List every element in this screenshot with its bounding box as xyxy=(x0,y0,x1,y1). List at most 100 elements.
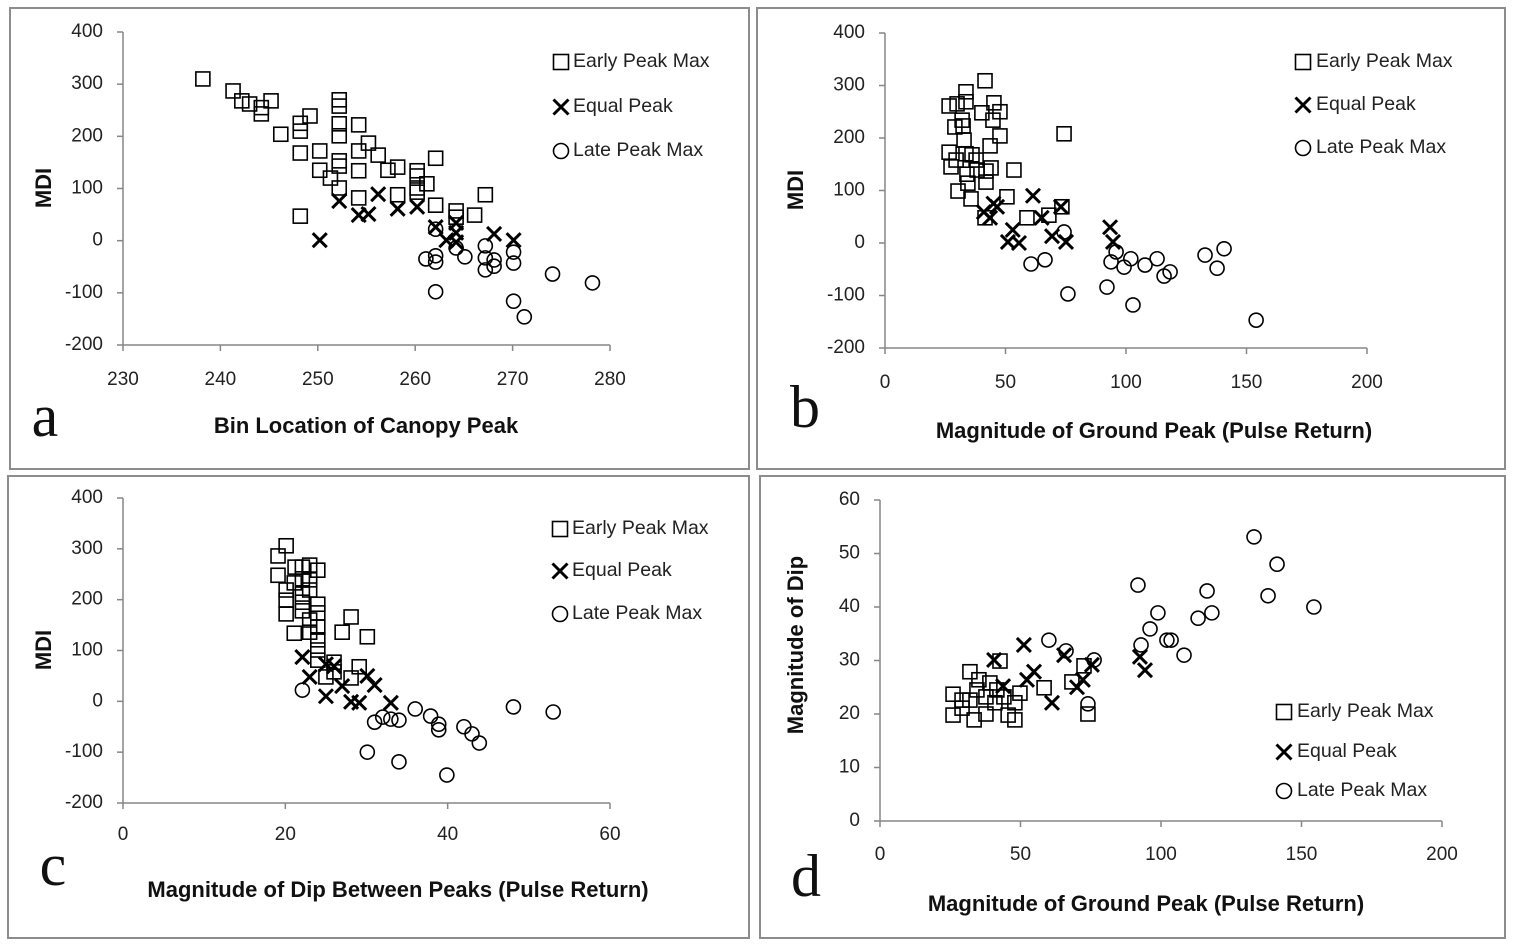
legend: Early Peak Max Equal Peak Late Peak Max xyxy=(1275,700,1434,801)
y-tick-label: 300 xyxy=(71,538,103,559)
y-tick-label: 10 xyxy=(839,757,860,778)
point-early-peak-max xyxy=(309,562,326,578)
point-early-peak-max xyxy=(419,176,435,192)
series-late-peak-max xyxy=(1041,529,1322,712)
point-equal-peak xyxy=(1102,219,1119,236)
y-tick-label: 30 xyxy=(839,650,860,671)
y-tick-label: 20 xyxy=(839,703,860,724)
point-late-peak-max xyxy=(366,714,383,730)
x-axis-title: Magnitude of Ground Peak (Pulse Return) xyxy=(928,891,1364,916)
x-tick-label: 200 xyxy=(1351,372,1383,393)
point-early-peak-max xyxy=(958,84,974,100)
point-late-peak-max xyxy=(1041,632,1057,648)
point-late-peak-max xyxy=(486,258,502,275)
point-early-peak-max xyxy=(360,135,377,151)
point-early-peak-max xyxy=(351,658,367,675)
point-early-peak-max xyxy=(978,706,994,722)
point-late-peak-max xyxy=(407,701,424,717)
point-early-peak-max xyxy=(389,159,406,175)
point-late-peak-max xyxy=(1176,647,1192,663)
point-early-peak-max xyxy=(971,671,987,688)
point-late-peak-max xyxy=(359,744,376,760)
legend-marker-late-peak-max xyxy=(1294,139,1312,157)
panel-border xyxy=(756,7,1506,470)
point-late-peak-max xyxy=(1162,264,1178,280)
point-late-peak-max xyxy=(486,252,502,268)
point-early-peak-max xyxy=(343,609,359,625)
panel-letter: c xyxy=(40,832,67,898)
point-early-peak-max xyxy=(309,619,326,635)
panel-border xyxy=(9,7,750,470)
y-tick-label: 300 xyxy=(71,73,103,94)
legend-label-late-peak-max: Late Peak Max xyxy=(572,602,702,624)
series-late-peak-max xyxy=(294,682,561,783)
point-equal-peak xyxy=(1004,221,1021,238)
point-early-peak-max xyxy=(309,596,326,613)
point-early-peak-max xyxy=(309,652,326,668)
point-late-peak-max xyxy=(505,255,522,271)
legend-label-equal-peak: Equal Peak xyxy=(573,95,673,117)
legend: Early Peak Max Equal Peak Late Peak Max xyxy=(552,50,710,161)
point-late-peak-max xyxy=(374,709,391,725)
y-tick-label: -200 xyxy=(65,334,103,355)
y-tick-label: 200 xyxy=(833,127,865,148)
x-tick-label: 270 xyxy=(497,369,529,390)
point-equal-peak xyxy=(325,658,343,675)
y-tick-label: 400 xyxy=(71,487,103,508)
point-equal-peak xyxy=(986,651,1003,669)
x-tick-label: 50 xyxy=(1010,844,1031,865)
point-early-peak-max xyxy=(241,96,258,112)
point-late-peak-max xyxy=(294,682,311,698)
point-equal-peak xyxy=(448,214,465,231)
x-tick-label: 60 xyxy=(599,824,620,845)
point-early-peak-max xyxy=(996,689,1012,705)
point-equal-peak xyxy=(1057,233,1075,251)
series-equal-peak xyxy=(311,186,522,251)
point-late-peak-max xyxy=(427,247,444,264)
point-equal-peak xyxy=(351,694,368,711)
point-early-peak-max xyxy=(270,567,286,584)
y-tick-label: 400 xyxy=(833,22,865,43)
x-tick-label: 0 xyxy=(880,372,891,393)
point-late-peak-max xyxy=(477,250,494,266)
point-early-peak-max xyxy=(302,108,318,124)
point-equal-peak xyxy=(317,688,334,705)
point-late-peak-max xyxy=(457,249,473,265)
point-early-peak-max xyxy=(1019,210,1035,226)
point-late-peak-max xyxy=(391,754,407,770)
point-late-peak-max xyxy=(477,238,494,254)
point-early-peak-max xyxy=(359,628,376,645)
point-equal-peak xyxy=(1033,209,1050,226)
point-early-peak-max xyxy=(966,712,982,728)
point-late-peak-max xyxy=(1058,643,1074,659)
point-early-peak-max xyxy=(322,170,339,186)
point-equal-peak xyxy=(982,209,999,226)
point-late-peak-max xyxy=(430,721,447,738)
y-axis-title: MDI xyxy=(783,170,808,210)
x-tick-label: 40 xyxy=(437,824,458,845)
point-early-peak-max xyxy=(286,625,303,642)
point-late-peak-max xyxy=(1108,244,1124,260)
y-axis-title: MDI xyxy=(31,168,56,208)
point-equal-peak xyxy=(301,668,318,685)
series-equal-peak xyxy=(975,187,1122,252)
point-late-peak-max xyxy=(422,708,439,724)
legend-label-equal-peak: Equal Peak xyxy=(572,559,672,581)
series-late-peak-max xyxy=(418,221,601,325)
point-early-peak-max xyxy=(278,606,294,622)
point-early-peak-max xyxy=(309,642,326,658)
point-late-peak-max xyxy=(427,221,444,237)
y-tick-label: 40 xyxy=(839,596,860,617)
legend-label-early-peak-max: Early Peak Max xyxy=(1297,700,1434,722)
point-equal-peak xyxy=(1024,187,1042,204)
x-tick-label: 20 xyxy=(275,824,296,845)
legend-marker-equal-peak xyxy=(551,562,569,580)
y-tick-label: 100 xyxy=(833,180,865,201)
point-late-peak-max xyxy=(430,716,447,733)
point-late-peak-max xyxy=(1023,256,1039,272)
panel-b: 400 300 200 100 0 -100 -200 0 50 100 150 200 Magnitu… xyxy=(756,7,1506,470)
point-equal-peak xyxy=(294,649,311,666)
